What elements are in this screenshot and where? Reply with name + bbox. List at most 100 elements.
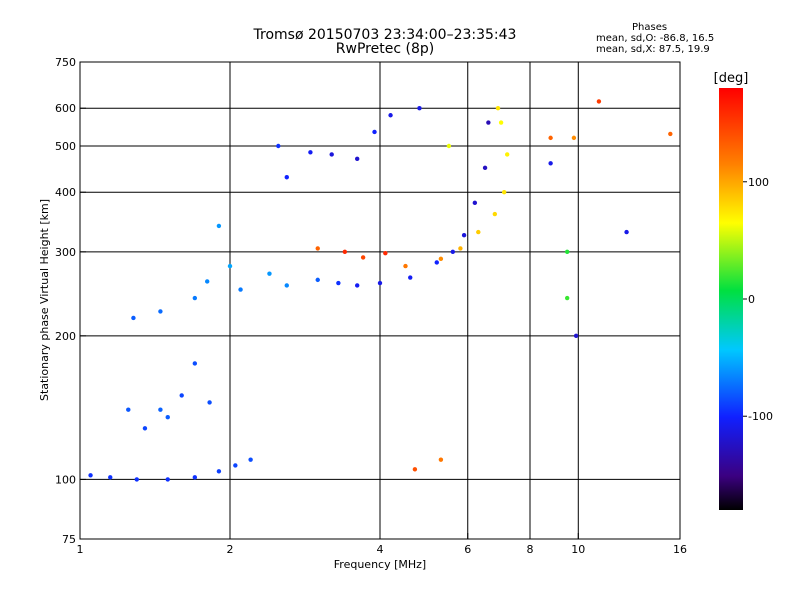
data-point: [417, 106, 422, 111]
colorbar-tick-label: 100: [748, 176, 769, 189]
data-point: [596, 99, 602, 104]
data-point: [482, 165, 488, 171]
data-point: [336, 280, 341, 286]
y-tick-label: 400: [55, 186, 76, 199]
data-point: [504, 152, 510, 157]
data-point: [216, 469, 222, 474]
colorbar-ticks: -100 0 100: [743, 176, 773, 423]
data-point: [668, 131, 673, 137]
data-point: [88, 473, 93, 478]
data-point: [450, 249, 456, 255]
data-point: [308, 150, 313, 155]
colorbar-tick-label: -100: [748, 410, 773, 423]
x-tick-label: 10: [571, 543, 585, 556]
data-point: [329, 152, 334, 157]
data-point: [501, 190, 507, 195]
data-point: [108, 475, 113, 480]
y-tick-label: 600: [55, 102, 76, 115]
data-point: [248, 457, 253, 462]
data-point: [131, 315, 136, 321]
data-point: [315, 277, 320, 283]
x-tick-label: 2: [227, 543, 234, 556]
y-axis-label: Stationary phase Virtual Height [km]: [38, 199, 51, 401]
data-point: [142, 426, 148, 431]
data-point: [276, 143, 281, 149]
x-tick-label: 16: [673, 543, 687, 556]
stats-heading: Phases: [632, 22, 668, 33]
axis-ticks: 1 2 4 6 8 10 16 75 100 200 300 400 500 600 750: [55, 56, 687, 556]
y-tick-label: 500: [55, 140, 76, 153]
colorbar-label: [deg]: [714, 71, 749, 86]
data-point: [624, 229, 629, 235]
data-point: [571, 135, 577, 141]
y-tick-label: 750: [55, 56, 76, 69]
data-point: [573, 333, 579, 339]
data-point: [342, 249, 348, 255]
data-point: [383, 251, 388, 256]
data-point: [238, 287, 243, 292]
data-point: [412, 467, 418, 472]
data-point: [192, 295, 198, 301]
stats-o-line: mean, sd,O: -86.8, 16.5: [596, 33, 715, 44]
data-point: [486, 120, 491, 125]
data-point: [179, 393, 184, 398]
data-point: [134, 477, 139, 482]
data-point: [284, 283, 289, 288]
x-axis-label: Frequency [MHz]: [334, 558, 426, 571]
data-point: [461, 233, 467, 238]
data-point: [192, 361, 198, 366]
data-point: [354, 156, 360, 162]
data-point: [377, 280, 383, 286]
data-point: [498, 120, 504, 125]
data-point: [492, 211, 498, 217]
data-point: [548, 135, 553, 141]
data-point: [158, 309, 163, 314]
data-point: [354, 283, 360, 288]
data-points: [88, 99, 673, 482]
data-point: [204, 279, 210, 284]
data-point: [548, 161, 553, 166]
data-point: [564, 249, 570, 255]
x-tick-label: 8: [527, 543, 534, 556]
data-point: [438, 457, 444, 462]
data-point: [158, 407, 163, 412]
data-point: [267, 271, 272, 276]
stats-x-line: mean, sd,X: 87.5, 19.9: [596, 44, 710, 55]
y-tick-label: 300: [55, 246, 76, 259]
data-point: [192, 475, 198, 480]
data-point: [458, 246, 463, 251]
data-point: [438, 256, 444, 262]
data-point: [476, 229, 481, 235]
data-point: [446, 143, 452, 149]
data-point: [126, 407, 131, 412]
data-point: [372, 129, 377, 135]
data-point: [207, 400, 212, 405]
x-tick-label: 6: [464, 543, 471, 556]
grid-lines: [80, 62, 680, 539]
data-point: [216, 223, 222, 229]
chart-title: Tromsø 20150703 23:34:00–23:35:43: [253, 27, 517, 43]
colorbar: [719, 88, 743, 510]
x-tick-label: 1: [77, 543, 84, 556]
data-point: [564, 295, 570, 301]
data-point: [284, 175, 289, 180]
y-tick-label: 75: [62, 533, 76, 546]
y-tick-label: 200: [55, 330, 76, 343]
chart-subtitle: RwPretec (8p): [335, 41, 435, 57]
data-point: [495, 106, 501, 111]
data-point: [165, 415, 170, 420]
data-point: [472, 200, 478, 206]
data-point: [403, 263, 408, 269]
data-point: [360, 255, 366, 260]
data-point: [434, 260, 439, 265]
data-point: [388, 113, 393, 118]
data-point: [315, 246, 320, 251]
data-point: [233, 463, 238, 468]
data-point: [165, 477, 170, 482]
data-point: [227, 263, 233, 269]
y-tick-label: 100: [55, 473, 76, 486]
data-point: [408, 275, 413, 280]
x-tick-label: 4: [377, 543, 384, 556]
colorbar-tick-label: 0: [748, 293, 755, 306]
